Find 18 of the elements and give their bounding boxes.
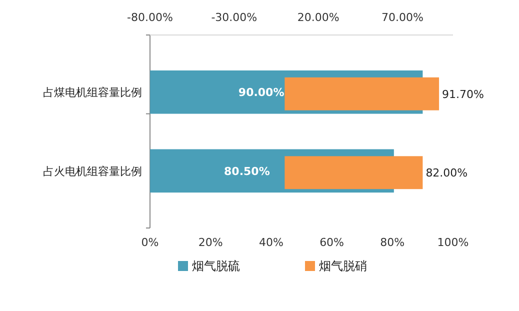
x-tick-label: 0% xyxy=(141,236,159,249)
x-tick-label: 20% xyxy=(198,236,223,249)
x-tick-label: 80% xyxy=(380,236,405,249)
x2-tick-label: 20.00% xyxy=(297,11,340,24)
x2-tick-label: 70.00% xyxy=(382,11,424,24)
x2-tick-label: -30.00% xyxy=(211,11,258,24)
legend-label: 烟气脱硫 xyxy=(192,259,240,273)
x-tick-label: 60% xyxy=(320,236,344,249)
data-label: 90.00% xyxy=(238,86,284,100)
x-tick-label: 100% xyxy=(437,236,469,249)
data-label: 80.50% xyxy=(224,164,270,178)
data-label: 82.00% xyxy=(426,166,468,180)
legend-label: 烟气脱硝 xyxy=(319,259,367,273)
y-tick-label: 占煤电机组容量比例 xyxy=(43,86,142,100)
x-tick-label: 40% xyxy=(258,236,284,249)
data-label: 91.70% xyxy=(442,88,484,101)
y-tick-label: 占火电机组容量比例 xyxy=(43,164,142,178)
x2-tick-label: -80.00% xyxy=(127,11,173,24)
